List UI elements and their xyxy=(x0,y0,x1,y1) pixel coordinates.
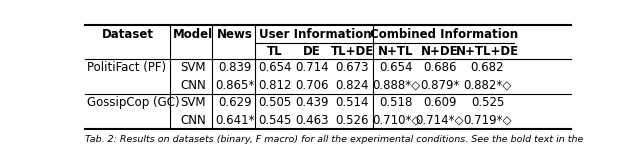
Text: 0.888*◇: 0.888*◇ xyxy=(372,79,420,92)
Text: TL+DE: TL+DE xyxy=(331,45,374,58)
Text: 0.710*◇: 0.710*◇ xyxy=(372,114,420,127)
Text: 0.439: 0.439 xyxy=(295,96,328,109)
Text: Model: Model xyxy=(173,28,213,41)
Text: 0.714*◇: 0.714*◇ xyxy=(415,114,464,127)
Text: 0.812: 0.812 xyxy=(258,79,291,92)
Text: 0.839: 0.839 xyxy=(218,61,252,74)
Text: 0.686: 0.686 xyxy=(423,61,456,74)
Text: 0.673: 0.673 xyxy=(335,61,369,74)
Text: 0.654: 0.654 xyxy=(380,61,413,74)
Text: 0.505: 0.505 xyxy=(258,96,291,109)
Text: 0.463: 0.463 xyxy=(295,114,328,127)
Text: Tab. 2: Results on datasets (binary, F macro) for all the experimental condition: Tab. 2: Results on datasets (binary, F m… xyxy=(85,135,583,144)
Text: N+DE: N+DE xyxy=(420,45,458,58)
Text: News: News xyxy=(217,28,253,41)
Text: 0.706: 0.706 xyxy=(295,79,328,92)
Text: 0.545: 0.545 xyxy=(258,114,291,127)
Text: 0.865*: 0.865* xyxy=(216,79,255,92)
Text: SVM: SVM xyxy=(180,96,205,109)
Text: PolitiFact (PF): PolitiFact (PF) xyxy=(88,61,166,74)
Text: 0.719*◇: 0.719*◇ xyxy=(463,114,512,127)
Text: SVM: SVM xyxy=(180,61,205,74)
Text: 0.526: 0.526 xyxy=(335,114,369,127)
Text: 0.609: 0.609 xyxy=(423,96,456,109)
Text: 0.641*: 0.641* xyxy=(215,114,255,127)
Text: CNN: CNN xyxy=(180,79,205,92)
Text: 0.879*: 0.879* xyxy=(420,79,460,92)
Text: 0.882*◇: 0.882*◇ xyxy=(463,79,511,92)
Text: DE: DE xyxy=(303,45,321,58)
Text: 0.629: 0.629 xyxy=(218,96,252,109)
Text: 0.525: 0.525 xyxy=(471,96,504,109)
Text: 0.518: 0.518 xyxy=(380,96,413,109)
Text: N+TL+DE: N+TL+DE xyxy=(456,45,519,58)
Text: 0.824: 0.824 xyxy=(335,79,369,92)
Text: TL: TL xyxy=(267,45,282,58)
Text: 0.714: 0.714 xyxy=(295,61,329,74)
Text: Dataset: Dataset xyxy=(102,28,154,41)
Text: N+TL: N+TL xyxy=(378,45,413,58)
Text: CNN: CNN xyxy=(180,114,205,127)
Text: 0.514: 0.514 xyxy=(335,96,369,109)
Text: User Information: User Information xyxy=(259,28,371,41)
Text: GossipCop (GC): GossipCop (GC) xyxy=(88,96,180,109)
Text: 0.682: 0.682 xyxy=(470,61,504,74)
Text: Combined Information: Combined Information xyxy=(370,28,518,41)
Text: 0.654: 0.654 xyxy=(258,61,291,74)
